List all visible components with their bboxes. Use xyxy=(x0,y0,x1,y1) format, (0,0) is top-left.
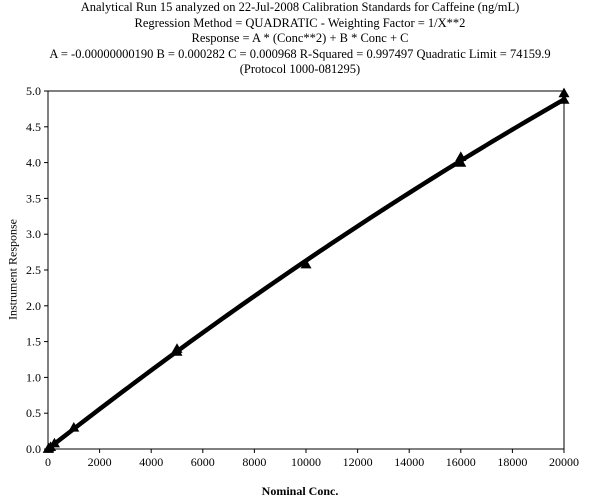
chart-title-line-2: Regression Method = QUADRATIC - Weightin… xyxy=(134,15,466,30)
x-tick-label: 18000 xyxy=(497,455,527,469)
chart-title-line-4: A = -0.00000000190 B = 0.000282 C = 0.00… xyxy=(49,46,551,61)
y-tick-label: 4.0 xyxy=(26,156,41,170)
data-point-marker xyxy=(558,87,570,98)
x-tick-label: 10000 xyxy=(291,455,321,469)
data-point-marker xyxy=(171,343,183,353)
data-point-marker xyxy=(558,94,570,104)
x-tick-label: 14000 xyxy=(394,455,424,469)
x-tick-label: 0 xyxy=(45,455,51,469)
data-points-group xyxy=(42,87,570,453)
chart-axes: 0 2000 4000 6000 8000 10000 12000 14000 16000 180… xyxy=(26,84,579,469)
y-tick-label: 1.0 xyxy=(26,370,41,384)
regression-curve xyxy=(45,97,567,452)
y-tick-label: 1.5 xyxy=(26,335,41,349)
x-tick-label: 6000 xyxy=(191,455,215,469)
data-point-marker xyxy=(300,258,312,269)
data-point-marker xyxy=(455,151,467,161)
chart-title-line-1: Analytical Run 15 analyzed on 22-Jul-200… xyxy=(80,0,520,14)
x-axis-label: Nominal Conc. xyxy=(261,484,339,498)
y-tick-label: 2.0 xyxy=(26,299,41,313)
x-tick-label: 2000 xyxy=(88,455,112,469)
chart-title-line-5: (Protocol 1000-081295) xyxy=(239,62,361,76)
y-tick-label: 0.5 xyxy=(26,406,41,420)
y-axis-label: Instrument Response xyxy=(5,219,20,320)
y-tick-label: 5.0 xyxy=(26,84,41,98)
y-tick-label: 2.5 xyxy=(26,263,41,277)
y-tick-label: 3.0 xyxy=(26,227,41,241)
chart-title-block: Analytical Run 15 analyzed on 22-Jul-200… xyxy=(0,0,600,78)
data-point-marker xyxy=(455,157,467,167)
y-tick-label: 3.5 xyxy=(26,191,41,205)
regression-curve-group xyxy=(45,97,567,452)
x-tick-label: 4000 xyxy=(139,455,163,469)
x-tick-label: 12000 xyxy=(343,455,373,469)
chart-title-line-3: Response = A * (Conc**2) + B * Conc + C xyxy=(191,31,409,45)
x-tick-label: 20000 xyxy=(549,455,579,469)
x-tick-label: 16000 xyxy=(446,455,476,469)
x-tick-label: 8000 xyxy=(242,455,266,469)
y-tick-label: 0.0 xyxy=(26,442,41,456)
data-point-marker xyxy=(48,437,60,448)
data-point-marker xyxy=(68,422,80,432)
y-tick-label: 4.5 xyxy=(26,120,41,134)
